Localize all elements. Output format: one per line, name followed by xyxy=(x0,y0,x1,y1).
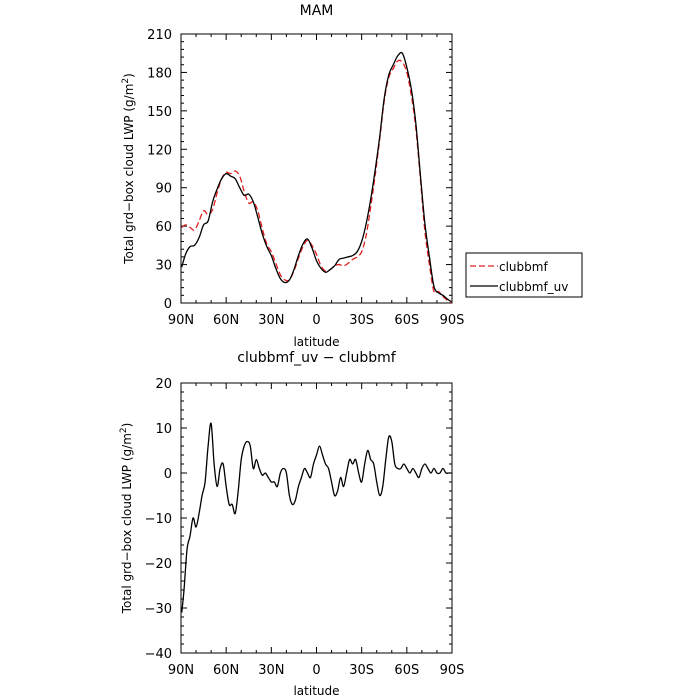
x-tick-label: 30S xyxy=(349,663,374,678)
y-tick-label: 120 xyxy=(147,143,172,158)
y-axis-label: Total grd−box cloud LWP (g/m2) xyxy=(121,73,136,265)
x-tick-label: 30N xyxy=(258,313,284,328)
x-tick-label: 60S xyxy=(394,313,419,328)
series-line-clubbmf xyxy=(181,59,452,303)
x-axis-label: latitude xyxy=(293,335,339,349)
y-tick-label: −20 xyxy=(145,557,172,572)
legend-box xyxy=(465,252,583,298)
x-tick-label: 0 xyxy=(312,663,320,678)
legend-label: clubbmf_uv xyxy=(499,280,568,294)
top-panel: MAM 0 30 60 90 120 150 180 210 90N 60N 30N 0 30S 60S 90… xyxy=(121,3,464,349)
bottom-panel: clubbmf_uv − clubbmf−40−30−20−100102090N… xyxy=(119,350,464,698)
x-tick-label: 90N xyxy=(168,313,194,328)
y-axis-label: Total grd−box cloud LWP (g/m2) xyxy=(119,423,134,615)
y-axis-label-main: Total grd−box cloud LWP (g/m xyxy=(120,433,134,614)
y-tick-label: 0 xyxy=(164,297,172,312)
y-axis-label-main: Total grd−box cloud LWP (g/m xyxy=(122,84,136,265)
x-tick-label: 60S xyxy=(394,663,419,678)
series-line-clubbmf_uv-clubbmf xyxy=(181,422,452,613)
y-tick-label: 20 xyxy=(155,377,172,392)
legend: clubbmf clubbmf_uv xyxy=(465,252,583,298)
x-tick-label: 60N xyxy=(213,663,239,678)
y-axis-label-superscript: 2 xyxy=(119,427,129,433)
x-tick-label: 30N xyxy=(258,663,284,678)
y-tick-label: 180 xyxy=(147,66,172,81)
y-tick-label: 60 xyxy=(155,220,172,235)
x-tick-label: 90S xyxy=(440,313,465,328)
x-tick-label: 0 xyxy=(312,313,320,328)
chart-title: clubbmf_uv − clubbmf xyxy=(237,350,396,366)
y-tick-label: −40 xyxy=(145,647,172,662)
y-tick-label: 30 xyxy=(155,259,172,274)
x-tick-label: 30S xyxy=(349,313,374,328)
y-tick-label: 90 xyxy=(155,182,172,197)
x-tick-label: 90S xyxy=(440,663,465,678)
plot-frame xyxy=(180,33,453,304)
y-tick-label: 10 xyxy=(155,422,172,437)
y-tick-label: 0 xyxy=(164,467,172,482)
chart-title: MAM xyxy=(300,3,334,19)
x-tick-label: 60N xyxy=(213,313,239,328)
series-line-clubbmf_uv xyxy=(181,51,452,303)
y-axis-label-superscript: 2 xyxy=(121,78,131,84)
y-axis-label-end: ) xyxy=(120,423,134,428)
plot-frame xyxy=(180,382,453,654)
x-tick-label: 90N xyxy=(168,663,194,678)
y-tick-label: 150 xyxy=(147,105,172,120)
y-tick-label: 210 xyxy=(147,28,172,43)
x-axis-label: latitude xyxy=(293,684,339,698)
y-tick-label: −30 xyxy=(145,602,172,617)
y-axis-label-end: ) xyxy=(122,73,136,78)
y-tick-label: −10 xyxy=(145,512,172,527)
legend-label: clubbmf xyxy=(499,260,548,274)
